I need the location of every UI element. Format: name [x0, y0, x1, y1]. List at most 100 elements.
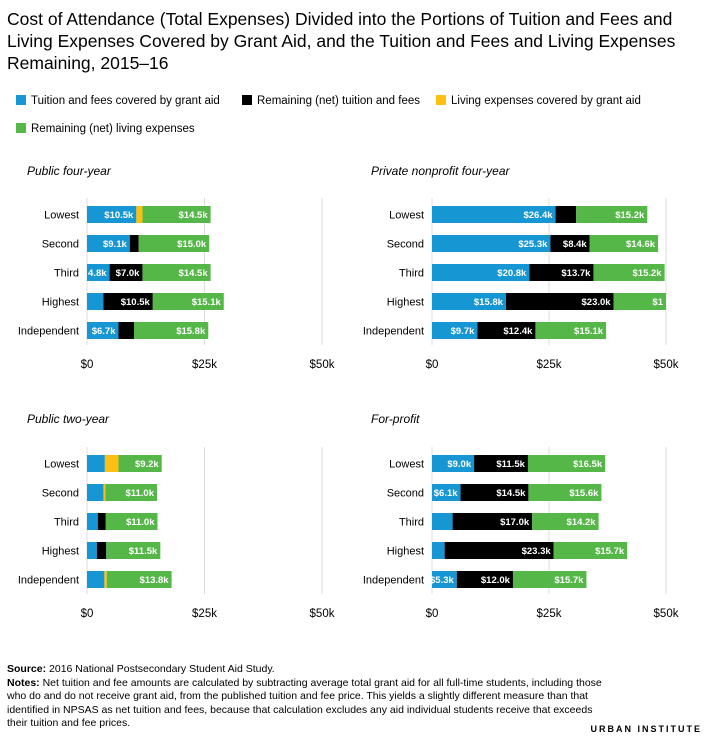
- bar-segment: [109, 264, 143, 281]
- category-label: Highest: [42, 546, 79, 558]
- bar-segment: [118, 322, 134, 339]
- data-label: $12.4k: [503, 326, 533, 337]
- data-label: $9.0k: [447, 459, 471, 470]
- category-label: Independent: [18, 575, 79, 587]
- data-label: $26.4k: [523, 210, 553, 221]
- panel-title-for-profit: For-profit: [371, 412, 420, 426]
- category-label: Second: [387, 239, 424, 251]
- bar-segment: [106, 542, 161, 559]
- bar-segment: [103, 293, 153, 310]
- category-label: Highest: [387, 546, 424, 558]
- panel-title-public-four-year: Public four-year: [27, 164, 111, 178]
- data-label: $14.6k: [626, 239, 656, 250]
- data-label: $6.7k: [92, 326, 116, 337]
- data-label: $11.5k: [496, 459, 525, 470]
- x-tick-label: $25k: [537, 608, 562, 620]
- bar-segment: [142, 206, 211, 223]
- bar-segment: [105, 513, 158, 530]
- bar-segment: [535, 322, 607, 339]
- bar-segment: [460, 484, 529, 501]
- category-label: Independent: [363, 575, 424, 587]
- bar-segment: [87, 206, 137, 223]
- data-label: $14.5k: [179, 268, 209, 279]
- data-label: $10.5k: [121, 297, 151, 308]
- bar-segment: [532, 513, 599, 530]
- bar-segment: [103, 484, 106, 501]
- urban-institute-logo: URBAN INSTITUTE: [590, 724, 702, 734]
- data-label: $17.0k: [500, 517, 530, 528]
- x-tick-label: $50k: [654, 608, 679, 620]
- legend-swatch: [242, 95, 252, 105]
- bar-segment: [87, 322, 119, 339]
- bar-segment: [432, 484, 461, 501]
- bar-segment: [474, 455, 528, 472]
- bar-segment: [152, 293, 224, 310]
- x-tick-label: $50k: [310, 608, 335, 620]
- legend-swatch: [436, 95, 446, 105]
- legend-label: Remaining (net) living expenses: [31, 123, 195, 135]
- bar-segment: [87, 571, 105, 588]
- notes-label: Notes:: [7, 676, 40, 689]
- bar-segment: [432, 235, 551, 252]
- x-tick-label: $0: [81, 359, 94, 371]
- legend-label: Tuition and fees covered by grant aid: [31, 95, 220, 107]
- data-label: $10.5k: [104, 210, 134, 221]
- legend-item-tuition-grant: Tuition and fees covered by grant aid: [16, 95, 220, 107]
- data-label: $15.2k: [633, 268, 663, 279]
- category-label: Second: [387, 488, 424, 500]
- bar-segment: [96, 542, 107, 559]
- data-label: $23.3k: [522, 546, 552, 557]
- bar-segment: [87, 264, 110, 281]
- bar-segment: [505, 293, 614, 310]
- data-label: $16.5k: [573, 459, 603, 470]
- category-label: Third: [399, 517, 424, 529]
- bar-segment: [512, 571, 587, 588]
- bar-segment: [555, 206, 577, 223]
- panel-title-private-nonprofit: Private nonprofit four-year: [371, 164, 510, 178]
- bar-segment: [136, 206, 143, 223]
- category-label: Lowest: [389, 459, 424, 471]
- bar-segment: [104, 455, 119, 472]
- bar-segment: [106, 571, 172, 588]
- bar-segment: [529, 264, 594, 281]
- notes-text: Net tuition and fee amounts are calculat…: [7, 676, 602, 730]
- bar-segment: [613, 293, 666, 310]
- source-line: Source: 2016 National Postsecondary Stud…: [7, 663, 607, 677]
- bar-segment: [134, 322, 209, 339]
- bar-segment: [432, 571, 457, 588]
- bar-segment: [528, 484, 602, 501]
- data-label: $14.2k: [567, 517, 597, 528]
- data-label: $15.7k: [554, 575, 584, 586]
- legend-swatch: [16, 95, 26, 105]
- bar-segment: [129, 235, 139, 252]
- data-label: $9.2k: [135, 459, 159, 470]
- source-notes: Source: 2016 National Postsecondary Stud…: [7, 663, 607, 731]
- data-label: $15.8k: [474, 297, 504, 308]
- bar-segment: [87, 484, 104, 501]
- data-label: $15.8k: [176, 326, 206, 337]
- x-tick-label: $25k: [537, 359, 562, 371]
- data-label: $20.8k: [497, 268, 527, 279]
- bar-segment: [550, 235, 590, 252]
- category-label: Independent: [18, 326, 79, 338]
- bar-segment: [105, 484, 158, 501]
- bar-segment: [527, 455, 606, 472]
- bar-segment: [576, 206, 648, 223]
- legend-item-living-grant: Living expenses covered by grant aid: [436, 95, 641, 107]
- x-tick-label: $0: [426, 359, 439, 371]
- bar-segment: [452, 513, 533, 530]
- data-label: $13.8k: [140, 575, 170, 586]
- bar-segment: [477, 322, 536, 339]
- x-tick-label: $50k: [310, 359, 335, 371]
- bar-segment: [432, 206, 556, 223]
- legend-swatch: [16, 123, 26, 133]
- data-label: $5.3k: [430, 575, 454, 586]
- bar-segment: [589, 235, 659, 252]
- data-label: $9.7k: [451, 326, 475, 337]
- category-label: Third: [399, 268, 424, 280]
- data-label: $12.0k: [481, 575, 511, 586]
- bar-segment: [432, 293, 506, 310]
- data-label: $11.5k: [129, 546, 158, 557]
- bar-segment: [87, 455, 105, 472]
